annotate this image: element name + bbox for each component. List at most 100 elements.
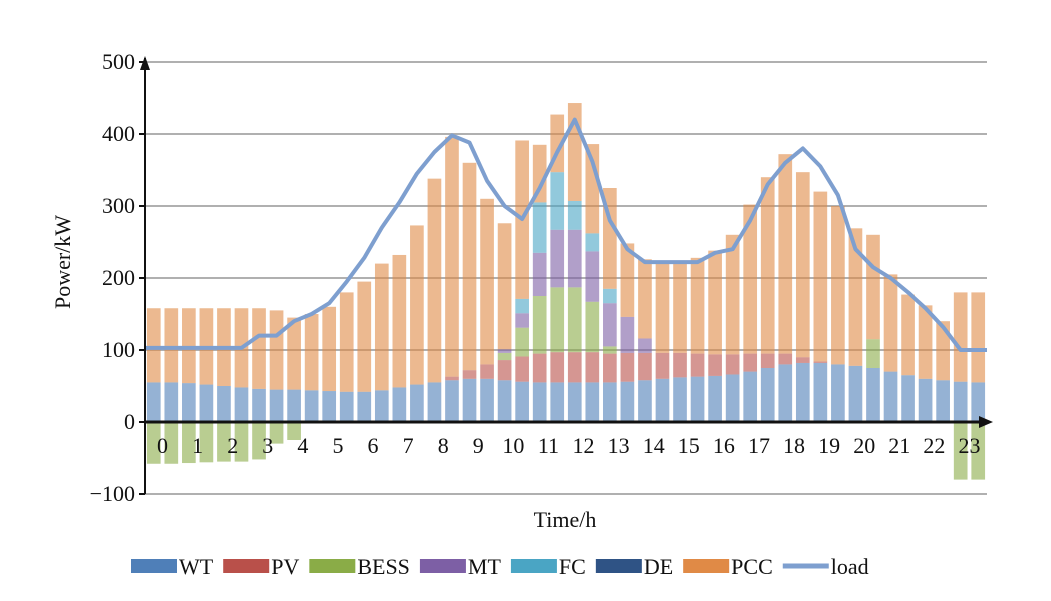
bar-pcc-19	[480, 198, 494, 365]
x-tick-label-19: 19	[818, 433, 840, 458]
x-tick-label-8: 8	[438, 433, 449, 458]
bar-pcc-7	[269, 310, 284, 390]
x-tick-label-1: 1	[192, 433, 203, 458]
bar-pcc-33	[725, 234, 740, 355]
legend-label-mt: MT	[468, 554, 502, 579]
bar-wt-39	[831, 364, 845, 422]
x-tick-label-0: 0	[157, 433, 168, 458]
y-tick-labels: −100 0 100 200 300 400 500	[90, 49, 135, 506]
bar-wt-28	[638, 380, 652, 422]
bar-wt-5	[234, 387, 249, 422]
bar-pcc-37	[795, 172, 810, 358]
bar-pcc-11	[339, 292, 354, 392]
x-tick-labels: 0 1 2 3 4 5 6 7 8 9 10 11 12 13 14 15 16 17 18 19 20 21 22 23	[157, 433, 980, 458]
bar-pcc-27	[620, 243, 635, 317]
bar-fc-23	[550, 172, 565, 230]
bar-wt-38	[813, 362, 828, 422]
bar-mt-22	[532, 252, 547, 296]
bar-wt-3	[199, 384, 214, 422]
bar-mt-25	[585, 251, 600, 302]
bar-wt-4	[217, 386, 231, 422]
bar-mt-20	[497, 349, 512, 353]
bar-wt-45	[936, 380, 950, 422]
legend-swatch-bess	[309, 559, 356, 573]
bar-pcc-32	[708, 250, 722, 355]
x-tick-label-23: 23	[958, 433, 980, 458]
legend-swatch-de	[595, 559, 642, 573]
bar-pcc-42	[883, 274, 898, 372]
bar-wt-26	[603, 382, 617, 422]
x-tick-label-4: 4	[297, 433, 308, 458]
bar-pcc-13	[374, 263, 389, 391]
bar-bess-4	[217, 422, 231, 462]
legend-label-fc: FC	[559, 554, 586, 579]
bar-pcc-28	[638, 259, 652, 339]
bar-pcc-43	[901, 294, 915, 376]
legend-swatch-wt	[131, 559, 177, 573]
y-tick-label-0: 0	[124, 409, 135, 434]
bar-pcc-46	[953, 292, 968, 382]
x-tick-label-13: 13	[608, 433, 630, 458]
x-tick-label-5: 5	[332, 433, 343, 458]
bar-fc-22	[532, 202, 547, 253]
bar-pcc-47	[971, 292, 986, 383]
bar-wt-1	[164, 382, 179, 422]
bar-wt-17	[445, 380, 459, 422]
bar-pv-38	[813, 361, 828, 363]
x-tick-label-22: 22	[923, 433, 945, 458]
bar-pcc-14	[392, 254, 407, 388]
bar-pcc-6	[252, 308, 266, 389]
bar-pcc-38	[813, 191, 828, 362]
bar-wt-37	[795, 362, 810, 422]
bar-pcc-10	[322, 306, 337, 392]
legend-item-bess: BESS	[309, 554, 410, 579]
bar-pv-20	[497, 360, 512, 381]
bar-pcc-1	[164, 308, 179, 383]
bar-pv-28	[638, 352, 652, 381]
bar-pcc-35	[760, 177, 775, 354]
bar-pcc-40	[848, 228, 863, 366]
bar-pcc-41	[866, 234, 880, 340]
bar-pv-35	[760, 353, 775, 368]
x-tick-label-9: 9	[473, 433, 484, 458]
bar-wt-35	[760, 368, 775, 422]
bar-wt-12	[357, 391, 372, 422]
bar-pv-19	[480, 364, 494, 379]
bar-pcc-36	[778, 154, 793, 354]
bar-pcc-0	[146, 308, 161, 383]
bar-wt-47	[971, 382, 986, 422]
load-line	[145, 117, 987, 352]
legend-swatch-fc	[510, 559, 557, 573]
bar-pv-23	[550, 352, 565, 383]
x-tick-label-6: 6	[368, 433, 379, 458]
y-tick-label-400: 400	[102, 121, 135, 146]
bar-pv-17	[445, 376, 459, 381]
bar-wt-20	[497, 380, 512, 422]
bar-pv-33	[725, 354, 740, 375]
bar-wt-27	[620, 381, 635, 422]
bar-pv-29	[655, 352, 670, 379]
bar-bess-2	[182, 422, 196, 464]
x-tick-label-3: 3	[262, 433, 273, 458]
bar-pv-27	[620, 352, 635, 382]
x-tick-label-20: 20	[853, 433, 875, 458]
x-tick-label-21: 21	[888, 433, 910, 458]
bar-wt-34	[743, 371, 758, 422]
legend-label-pv: PV	[271, 554, 299, 579]
legend-item-de: DE	[595, 554, 673, 579]
bar-mt-23	[550, 229, 565, 288]
bar-wt-6	[252, 388, 266, 422]
bar-bess-3	[199, 422, 214, 463]
bar-wt-44	[918, 378, 933, 422]
legend: WT PV BESS MT FC DE PCC load	[131, 554, 869, 579]
stacked-bars	[146, 103, 986, 480]
bar-bess-8	[287, 422, 301, 440]
bar-pv-24	[567, 352, 582, 383]
bar-bess-46	[953, 422, 968, 480]
y-axis-title: Power/kW	[50, 215, 75, 309]
bar-wt-33	[725, 374, 740, 422]
y-tick-label-500: 500	[102, 49, 135, 74]
legend-item-mt: MT	[419, 554, 502, 579]
bar-fc-26	[603, 288, 617, 304]
bar-bess-21	[515, 327, 529, 357]
